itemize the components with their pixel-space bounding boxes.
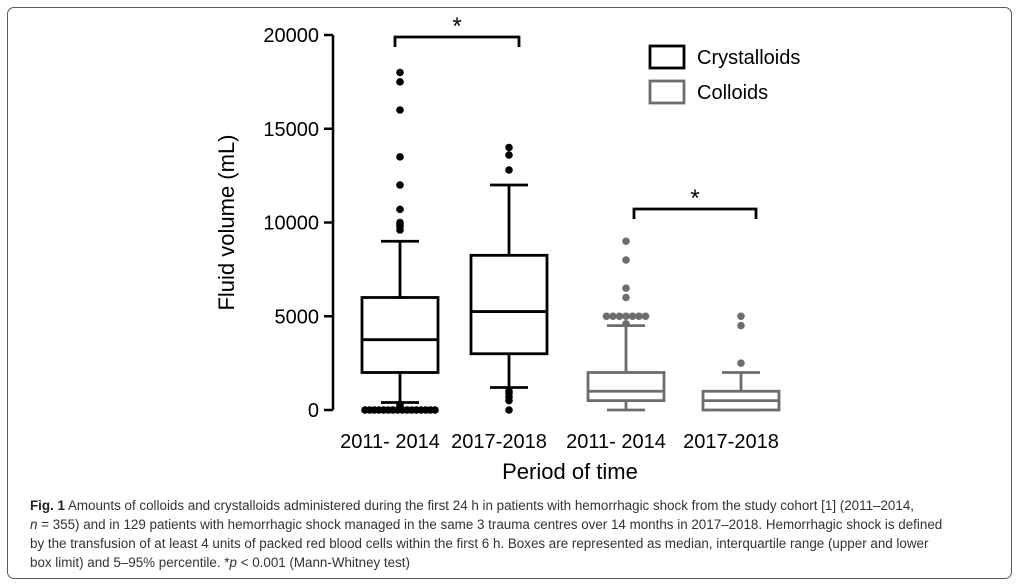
- significance-star: *: [452, 13, 461, 40]
- y-tick-label: 20000: [263, 25, 319, 47]
- outlier-point: [505, 151, 513, 159]
- outlier-point: [737, 312, 745, 321]
- y-tick-label: 15000: [263, 119, 319, 141]
- outlier-point: [737, 321, 745, 330]
- outlier-point: [396, 106, 404, 114]
- outlier-point: [431, 406, 439, 414]
- legend-label: Crystalloids: [697, 47, 800, 69]
- outlier-point: [396, 181, 404, 189]
- caption-label: Fig. 1: [30, 498, 65, 513]
- y-tick-label: 10000: [263, 213, 319, 235]
- caption-line-2: = 355) and in 129 patients with hemorrha…: [37, 517, 943, 532]
- outlier-point: [622, 293, 630, 302]
- legend-label: Colloids: [697, 82, 768, 104]
- legend-swatch: [648, 44, 686, 70]
- outlier-point: [641, 312, 650, 321]
- iqr-box: [586, 371, 666, 403]
- x-tick-label: 2017-2018: [451, 431, 547, 453]
- outlier-point: [622, 312, 630, 321]
- outlier-point: [505, 406, 513, 414]
- caption-line-4b: < 0.001 (Mann-Whitney test): [236, 555, 410, 570]
- iqr-box: [360, 296, 440, 374]
- legend-swatch: [648, 79, 686, 105]
- outlier-point: [396, 218, 404, 227]
- x-tick-label: 2011- 2014: [566, 431, 666, 453]
- outlier-point: [622, 284, 630, 292]
- outlier-point: [396, 205, 404, 214]
- outlier-point: [505, 166, 513, 174]
- y-axis-label: Fluid volume (mL): [214, 134, 239, 310]
- outlier-point: [505, 387, 513, 396]
- x-axis-label: Period of time: [502, 459, 638, 484]
- outlier-point: [396, 78, 404, 86]
- outlier-point: [635, 312, 643, 321]
- caption-n-symbol: n: [30, 517, 38, 532]
- outlier-point: [609, 312, 617, 321]
- outlier-point: [628, 312, 637, 321]
- outlier-point: [396, 68, 404, 77]
- outlier-point: [505, 143, 513, 152]
- x-tick-label: 2011- 2014: [340, 431, 440, 453]
- significance-bracket: [393, 35, 521, 47]
- outlier-point: [602, 312, 611, 321]
- iqr-box: [469, 253, 549, 356]
- y-tick-label: 0: [308, 400, 319, 422]
- caption-line-1: Amounts of colloids and crystalloids adm…: [64, 498, 914, 513]
- outlier-point: [622, 256, 630, 264]
- outlier-point: [615, 312, 624, 321]
- outlier-point: [622, 237, 630, 246]
- boxplot-chart: 0 5000 10000 15000 20000 Fluid volume (mL) 201…: [214, 13, 800, 484]
- figure-frame: 0 5000 10000 15000 20000 Fluid volume (mL) 201…: [7, 7, 1012, 579]
- caption-line-4a: box limit) and 5–95% percentile. *: [30, 555, 230, 570]
- caption-p-symbol: p: [229, 555, 237, 570]
- y-tick-label: 5000: [275, 306, 320, 328]
- outlier-point: [622, 319, 630, 328]
- x-tick-label: 2017-2018: [683, 431, 779, 453]
- outlier-point: [396, 153, 404, 161]
- significance-bracket: [632, 207, 758, 219]
- figure-caption: Fig. 1 Amounts of colloids and crystallo…: [30, 496, 1005, 572]
- outlier-point: [737, 359, 745, 367]
- outlier-point: [396, 400, 404, 409]
- caption-line-3: by the transfusion of at least 4 units o…: [30, 536, 929, 551]
- significance-star: *: [690, 185, 699, 212]
